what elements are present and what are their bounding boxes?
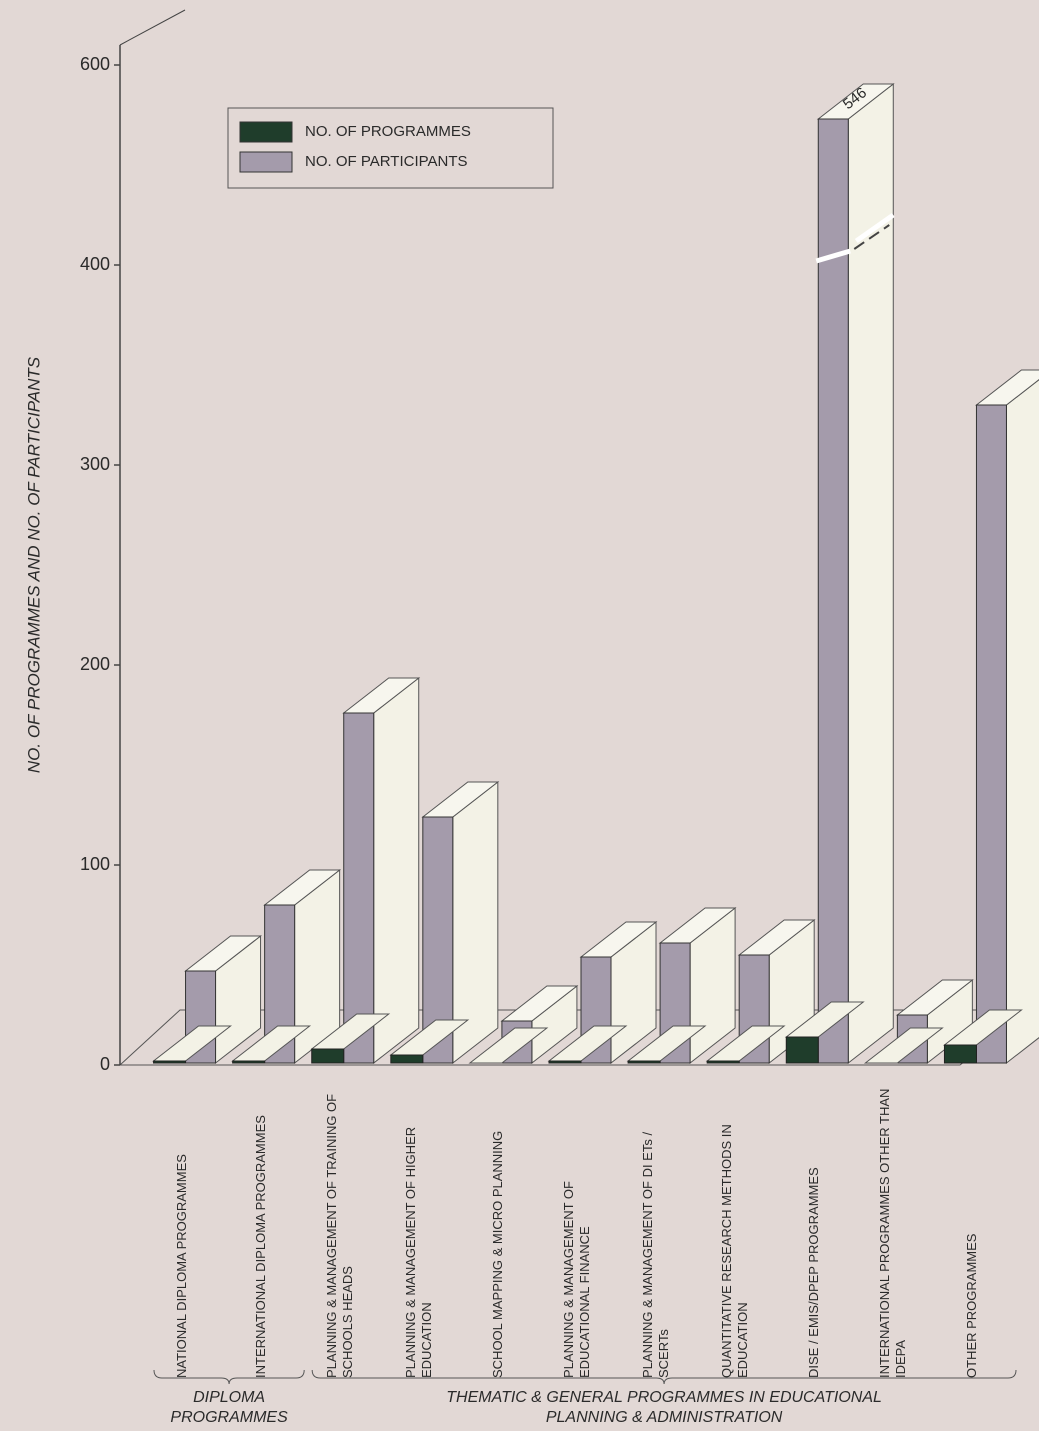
x-tick-label: PLANNING & MANAGEMENT OF DI ETs / SCERTs xyxy=(640,1131,672,1378)
group-brace xyxy=(311,1369,1017,1385)
y-axis-label: NO. OF PROGRAMMES AND NO. OF PARTICIPANT… xyxy=(24,356,43,773)
legend-box xyxy=(227,107,554,189)
bar-top xyxy=(468,1027,549,1064)
bar xyxy=(153,1060,187,1064)
y-tick-label: 600 xyxy=(80,54,110,74)
bar xyxy=(975,404,1007,1064)
x-tick-label: INTERNATIONAL DIPLOMA PROGRAMMES xyxy=(252,1115,268,1378)
x-tick-label: PLANNING & MANAGEMENT OF HIGHER EDUCATIO… xyxy=(402,1126,434,1378)
bar xyxy=(785,1036,819,1064)
bar-side xyxy=(373,676,420,1065)
bar xyxy=(706,1060,740,1064)
bar xyxy=(311,1048,345,1064)
y-tick-label: 200 xyxy=(80,654,110,674)
legend-swatch xyxy=(239,151,293,173)
y-tick-label: 100 xyxy=(80,854,110,874)
x-tick-label: OTHER PROGRAMMES xyxy=(964,1233,980,1378)
x-tick-label: DISE / EMIS/DPEP PROGRAMMES xyxy=(806,1167,822,1378)
axis-break xyxy=(815,212,895,264)
x-tick-label: SCHOOL MAPPING & MICRO PLANNING xyxy=(489,1130,505,1378)
bar-top xyxy=(863,1027,944,1064)
legend-swatch xyxy=(239,121,293,143)
bar-side xyxy=(1005,379,1039,1065)
bar xyxy=(390,1054,424,1064)
group-label: THEMATIC & GENERAL PROGRAMMES IN EDUCATI… xyxy=(446,1389,882,1426)
bar xyxy=(343,712,375,1064)
y-tick-label: 300 xyxy=(80,454,110,474)
group-brace xyxy=(153,1369,305,1385)
bar xyxy=(548,1060,582,1064)
x-tick-label: PLANNING & MANAGEMENT OF EDUCATIONAL FIN… xyxy=(561,1181,592,1378)
y-axis-back xyxy=(119,9,186,46)
x-tick-label: NATIONAL DIPLOMA PROGRAMMES xyxy=(173,1154,189,1378)
legend: NO. OF PROGRAMMES NO. OF PARTICIPANTS xyxy=(227,107,554,189)
bar xyxy=(943,1044,977,1064)
bar xyxy=(232,1060,266,1064)
bar xyxy=(627,1060,661,1064)
x-tick-label: PLANNING & MANAGEMENT OF TRAINING OF SCH… xyxy=(323,1093,355,1378)
x-tick-label: INTERNATIONAL PROGRAMMES OTHER THAN IDEP… xyxy=(877,1088,909,1378)
x-tick-label: QUANTITATIVE RESEARCH METHODS IN EDUCATI… xyxy=(719,1124,751,1378)
bar xyxy=(817,118,849,1064)
legend-label: NO. OF PARTICIPANTS xyxy=(305,153,468,170)
group-label: DIPLOMA PROGRAMMES xyxy=(170,1389,288,1426)
y-tick-label: 400 xyxy=(80,254,110,274)
legend-label: NO. OF PROGRAMMES xyxy=(305,123,471,140)
y-tick-label: 0 xyxy=(100,1054,110,1074)
axis-break xyxy=(853,224,890,250)
